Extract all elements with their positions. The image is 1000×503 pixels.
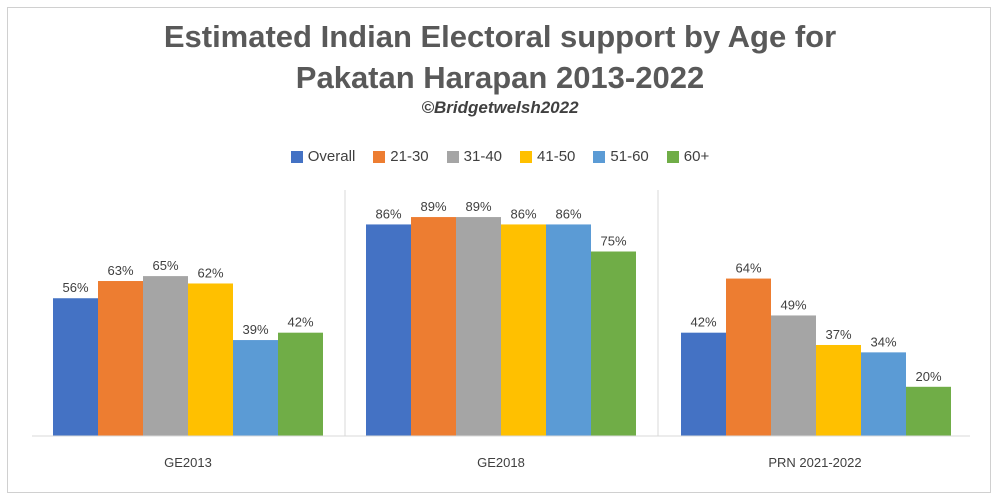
- legend-swatch-31-40: [446, 150, 459, 163]
- x-tick-label-ge2018: GE2018: [477, 455, 525, 470]
- data-label-ge2018-21-30: 89%: [420, 199, 446, 214]
- legend-label-21-30: 21-30: [390, 148, 429, 165]
- legend-item-51-60: 51-60: [593, 148, 649, 165]
- bar-prn-2021-2022-31-40: [771, 315, 816, 436]
- legend-label-60-plus: 60+: [683, 148, 710, 165]
- bar-prn-2021-2022-41-50: [816, 344, 861, 436]
- data-label-prn-2021-2022-31-40: 49%: [780, 297, 806, 312]
- data-label-ge2013-overall: 56%: [62, 280, 88, 295]
- data-label-prn-2021-2022-41-50: 37%: [825, 327, 851, 342]
- bar-ge2018-31-40: [456, 217, 501, 436]
- data-label-ge2018-41-50: 86%: [510, 206, 536, 221]
- legend-item-31-40: 31-40: [446, 148, 503, 165]
- data-label-ge2018-overall: 86%: [375, 206, 401, 221]
- data-label-ge2013-41-50: 62%: [197, 265, 223, 280]
- bar-prn-2021-2022-21-30: [726, 278, 771, 436]
- data-label-ge2013-21-30: 63%: [107, 263, 133, 278]
- bar-ge2013-31-40: [143, 276, 188, 436]
- bar-ge2013-41-50: [188, 283, 233, 436]
- bar-ge2013-51-60: [233, 340, 278, 436]
- bar-prn-2021-2022-overall: [681, 332, 726, 436]
- legend-label-overall: Overall: [307, 148, 356, 165]
- bar-ge2013-60-: [278, 332, 323, 436]
- bar-prn-2021-2022-51-60: [861, 352, 906, 436]
- data-label-ge2013-60-: 42%: [287, 315, 313, 330]
- legend-label-51-60: 51-60: [610, 148, 649, 165]
- bar-prn-2021-2022-60-: [906, 386, 951, 436]
- legend-swatch-21-30: [373, 150, 386, 163]
- x-tick-label-prn-2021-2022: PRN 2021-2022: [768, 455, 861, 470]
- chart-title-line-2: Pakatan Harapan 2013-2022: [295, 60, 705, 95]
- chart-title-line-1: Estimated Indian Electoral support by Ag…: [163, 19, 837, 54]
- bar-ge2018-overall: [366, 224, 411, 436]
- data-label-prn-2021-2022-21-30: 64%: [735, 261, 761, 276]
- legend: Overall 21-30 31-40 41-50 51-60 60+: [0, 148, 1000, 165]
- data-label-ge2013-51-60: 39%: [242, 322, 268, 337]
- bar-ge2013-21-30: [98, 281, 143, 436]
- legend-swatch-51-60: [593, 150, 606, 163]
- legend-label-41-50: 41-50: [537, 148, 576, 165]
- legend-swatch-overall: [290, 150, 303, 163]
- legend-item-60-plus: 60+: [666, 148, 710, 165]
- chart-subtitle: ©Bridgetwelsh2022: [421, 98, 579, 117]
- data-label-prn-2021-2022-overall: 42%: [690, 315, 716, 330]
- bar-ge2013-overall: [53, 298, 98, 436]
- data-label-ge2018-51-60: 86%: [555, 206, 581, 221]
- legend-label-31-40: 31-40: [463, 148, 503, 165]
- legend-swatch-41-50: [520, 150, 533, 163]
- bar-ge2018-41-50: [501, 224, 546, 436]
- legend-item-41-50: 41-50: [520, 148, 575, 165]
- bar-ge2018-51-60: [546, 224, 591, 436]
- legend-swatch-60-plus: [666, 150, 679, 163]
- bar-ge2018-60-: [591, 251, 636, 436]
- data-label-ge2013-31-40: 65%: [152, 258, 178, 273]
- bar-ge2018-21-30: [411, 217, 456, 436]
- legend-item-overall: Overall: [290, 148, 356, 165]
- data-label-prn-2021-2022-60-: 20%: [915, 369, 941, 384]
- data-label-ge2018-60-: 75%: [600, 234, 626, 249]
- data-label-prn-2021-2022-51-60: 34%: [870, 334, 896, 349]
- data-label-ge2018-31-40: 89%: [465, 199, 491, 214]
- legend-item-21-30: 21-30: [373, 148, 429, 165]
- x-tick-label-ge2013: GE2013: [164, 455, 212, 470]
